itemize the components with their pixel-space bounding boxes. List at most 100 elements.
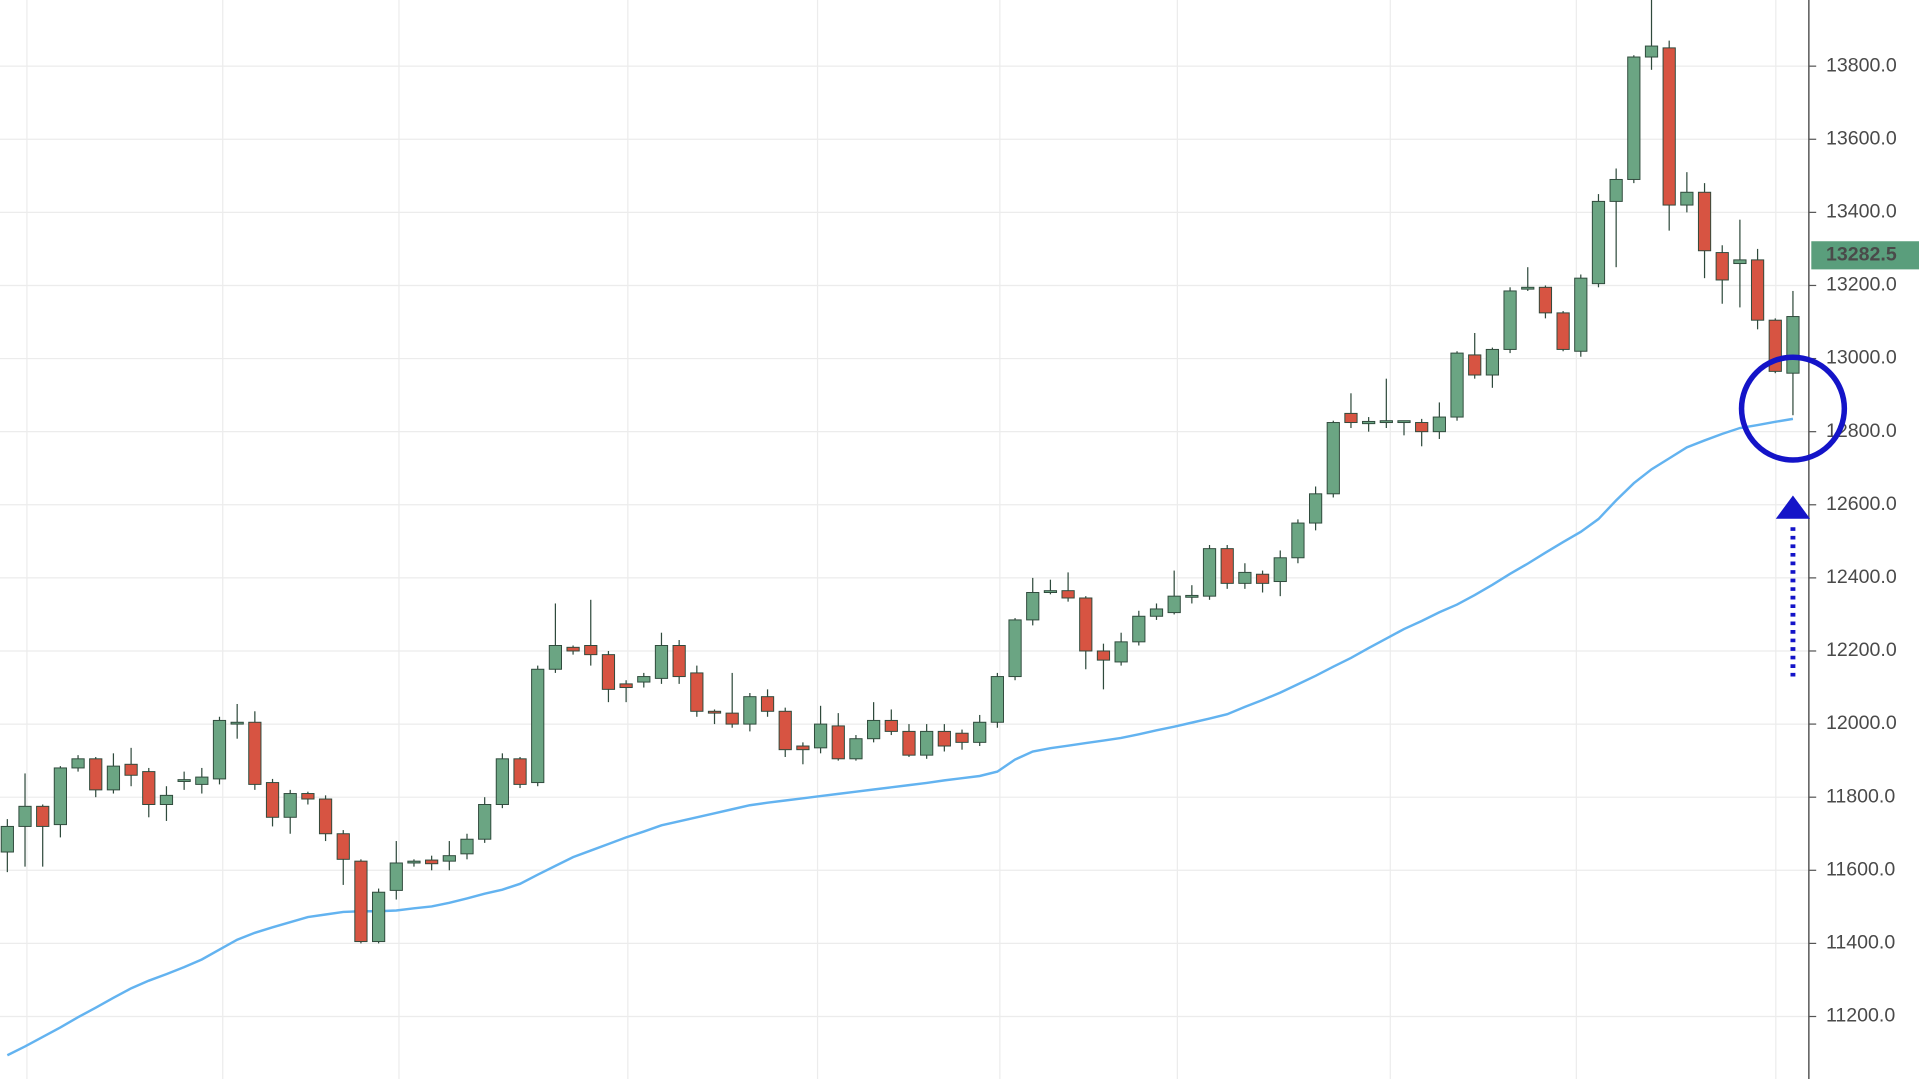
candle-body [460, 838, 474, 855]
candle-body [1079, 597, 1093, 652]
candle-body [1591, 200, 1606, 285]
candle-body [867, 719, 881, 740]
y-tick-label: 12200.0 [1826, 639, 1897, 661]
moving-average [6, 417, 1794, 1057]
candle-body [637, 676, 651, 683]
candle-body [407, 860, 421, 864]
candle-body [177, 779, 191, 782]
candle-body [1538, 286, 1553, 314]
candle-body [53, 767, 67, 826]
annotation [1738, 354, 1848, 677]
candle-body [707, 710, 722, 714]
candle-body [1096, 650, 1111, 661]
candle-body [478, 804, 492, 840]
candle-body [1662, 47, 1676, 206]
candle-body [336, 833, 350, 860]
candle-body [1750, 259, 1765, 321]
candle-body [1503, 290, 1517, 350]
candle-body [212, 719, 227, 780]
candle-body [813, 723, 828, 749]
candle-body [1415, 422, 1429, 433]
candle-body [301, 793, 315, 800]
value-grid [0, 65, 1809, 1018]
candle-body [425, 859, 439, 865]
candle-body [1644, 45, 1659, 58]
candle-body [920, 730, 934, 756]
y-tick-label: 11600.0 [1826, 858, 1895, 880]
candle-body [1043, 590, 1058, 593]
candle-body [371, 891, 386, 943]
candle-body [531, 668, 545, 784]
candle-body [973, 721, 987, 743]
y-tick-label: 13800.0 [1826, 54, 1897, 76]
candle-body [159, 794, 174, 805]
candle-body [584, 645, 598, 656]
candle-body [283, 793, 297, 818]
candle-body [230, 721, 244, 725]
candle-body [1697, 191, 1712, 252]
candle-body [1220, 548, 1234, 584]
candle-body [1680, 191, 1694, 206]
candle-body [990, 676, 1004, 723]
candle-body [1627, 56, 1641, 180]
candle-body [672, 645, 686, 678]
y-tick-label: 12600.0 [1826, 493, 1897, 515]
candle-body [1786, 316, 1800, 374]
candle-body [1715, 252, 1729, 281]
candle-body [690, 672, 704, 712]
candle-body [1114, 641, 1128, 663]
candle-body [1450, 352, 1464, 418]
candle-body [937, 730, 951, 747]
candle-body [1026, 592, 1040, 621]
candle-body [849, 738, 863, 760]
candle-body [1397, 420, 1411, 424]
candle-body [796, 745, 810, 751]
arrow-head [1775, 495, 1811, 519]
candle-body [1291, 522, 1305, 559]
candle-body [442, 855, 456, 862]
ma-line [6, 417, 1794, 1057]
candle-body [778, 710, 792, 751]
candle-body [1008, 619, 1022, 678]
candle-body [1149, 608, 1164, 617]
candle-body [1485, 348, 1500, 376]
candle-body [743, 696, 757, 725]
candle-body [142, 771, 156, 805]
y-tick-label: 12000.0 [1826, 712, 1897, 734]
candle-body [36, 805, 50, 827]
candle-body [1255, 573, 1270, 584]
y-tick-label: 12400.0 [1826, 566, 1897, 588]
y-tick-label: 11200.0 [1826, 1005, 1895, 1027]
candle-body [1556, 312, 1570, 350]
candle-body [566, 646, 580, 652]
candle-body [619, 683, 633, 689]
candle-body [1609, 178, 1623, 202]
highlight-circle [1738, 354, 1848, 463]
candle-body [318, 798, 333, 835]
candle-body [1432, 416, 1446, 433]
candle-body [1468, 354, 1482, 376]
y-tick-label: 11400.0 [1826, 932, 1895, 954]
candle-body [902, 730, 916, 756]
y-tick-label: 13600.0 [1826, 127, 1897, 149]
candle-body [1167, 595, 1181, 614]
candle-body [18, 805, 32, 827]
candle-body [1061, 590, 1075, 599]
candle-body [1132, 615, 1146, 643]
candle-body [1202, 548, 1217, 597]
y-tick-label: 13400.0 [1826, 201, 1897, 223]
candle-body [725, 712, 739, 725]
candle-body [1326, 422, 1340, 495]
candle-body [1238, 571, 1252, 584]
y-tick-label: 13200.0 [1826, 274, 1897, 296]
candle-body [601, 654, 616, 690]
candle-body [195, 776, 209, 785]
candle-body [354, 860, 368, 943]
candle-body [106, 765, 121, 791]
candle-body [495, 758, 509, 805]
candle-body [389, 862, 403, 891]
candle-body [955, 732, 969, 743]
y-tick-label: 13000.0 [1826, 347, 1897, 369]
candle-body [548, 645, 563, 670]
